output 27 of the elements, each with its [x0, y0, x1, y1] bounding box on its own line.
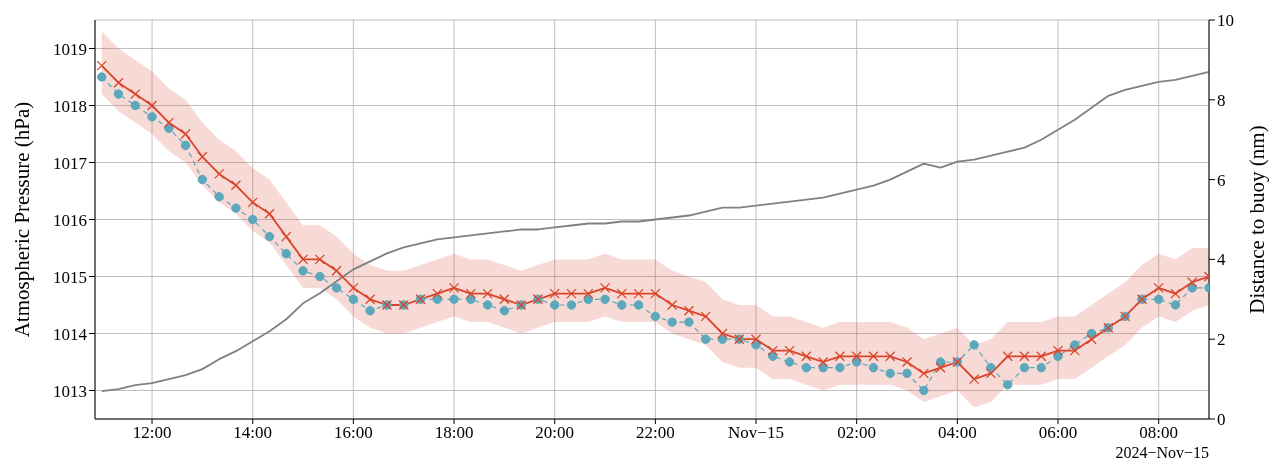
y-tick-label: 1014: [53, 324, 88, 344]
y2-tick-label: 10: [1217, 11, 1234, 31]
x-tick-label: 14:00: [233, 423, 273, 443]
y-tick-label: 1015: [53, 267, 87, 287]
y2-tick-label: 2: [1217, 330, 1226, 350]
x-tick-label: Nov−15: [728, 423, 784, 443]
x-tick-label: 22:00: [635, 423, 675, 443]
x-tick-label: 08:00: [1139, 423, 1179, 443]
y2-tick-label: 8: [1217, 90, 1226, 110]
x-tick-label: 06:00: [1038, 423, 1078, 443]
x-tick-label: 18:00: [434, 423, 474, 443]
y2-tick-label: 6: [1217, 170, 1226, 190]
y-axis-title: Atmospheric Pressure (hPa): [10, 101, 35, 338]
y2-axis-title: Distance to buoy (nm): [1245, 125, 1270, 314]
x-tick-label: 04:00: [937, 423, 977, 443]
x-tick-label: 12:00: [132, 423, 172, 443]
x-tick-label: 20:00: [535, 423, 575, 443]
x-tick-label: 16:00: [334, 423, 373, 443]
text: 2024−Nov−15: [1115, 444, 1209, 461]
y-tick-label: 1019: [53, 39, 87, 59]
y2-tick-label: 4: [1217, 250, 1226, 270]
x-tick-label: 02:00: [837, 423, 877, 443]
y-tick-label: 1016: [53, 210, 87, 230]
y-tick-label: 1013: [53, 381, 87, 401]
y-tick-label: 1017: [53, 153, 88, 173]
y-tick-label: 1018: [53, 96, 87, 116]
y2-tick-label: 0: [1217, 410, 1226, 430]
